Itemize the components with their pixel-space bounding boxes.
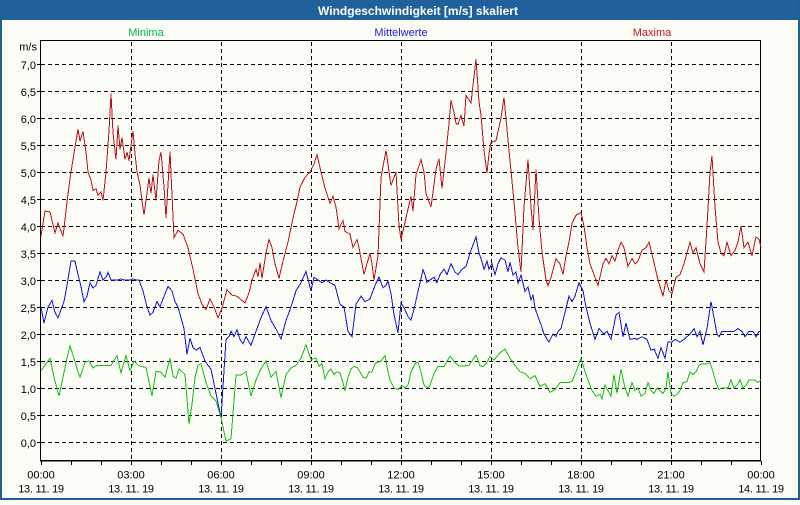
svg-text:03:00: 03:00 xyxy=(117,470,145,482)
svg-text:2,0: 2,0 xyxy=(21,330,36,342)
svg-text:Mittelwerte: Mittelwerte xyxy=(374,27,427,39)
svg-text:13. 11. 19: 13. 11. 19 xyxy=(108,484,154,496)
svg-text:09:00: 09:00 xyxy=(297,470,325,482)
svg-text:Minima: Minima xyxy=(128,27,164,39)
svg-text:13. 11. 19: 13. 11. 19 xyxy=(18,484,64,496)
svg-text:1,5: 1,5 xyxy=(21,357,36,369)
svg-text:12:00: 12:00 xyxy=(387,470,415,482)
svg-text:m/s: m/s xyxy=(19,42,37,54)
svg-text:6,5: 6,5 xyxy=(21,87,36,99)
svg-text:13. 11. 19: 13. 11. 19 xyxy=(648,484,694,496)
svg-text:14. 11. 19: 14. 11. 19 xyxy=(738,484,784,496)
svg-text:0,5: 0,5 xyxy=(21,411,36,423)
svg-text:3,0: 3,0 xyxy=(21,276,36,288)
svg-text:3,5: 3,5 xyxy=(21,249,36,261)
svg-text:4,0: 4,0 xyxy=(21,222,36,234)
svg-text:5,0: 5,0 xyxy=(21,168,36,180)
svg-text:13. 11. 19: 13. 11. 19 xyxy=(378,484,424,496)
svg-text:Maxima: Maxima xyxy=(633,27,672,39)
svg-text:4,5: 4,5 xyxy=(21,195,36,207)
svg-text:2,5: 2,5 xyxy=(21,303,36,315)
svg-text:Windgeschwindigkeit [m/s] skal: Windgeschwindigkeit [m/s] skaliert xyxy=(318,4,518,18)
svg-text:13. 11. 19: 13. 11. 19 xyxy=(468,484,514,496)
svg-text:18:00: 18:00 xyxy=(567,470,595,482)
svg-text:13. 11. 19: 13. 11. 19 xyxy=(198,484,244,496)
svg-text:06:00: 06:00 xyxy=(207,470,235,482)
svg-text:15:00: 15:00 xyxy=(477,470,505,482)
svg-text:00:00: 00:00 xyxy=(747,470,775,482)
svg-text:21:00: 21:00 xyxy=(657,470,685,482)
svg-text:6,0: 6,0 xyxy=(21,114,36,126)
svg-text:13. 11. 19: 13. 11. 19 xyxy=(288,484,334,496)
svg-text:7,0: 7,0 xyxy=(21,60,36,72)
svg-text:5,5: 5,5 xyxy=(21,141,36,153)
svg-text:00:00: 00:00 xyxy=(27,470,55,482)
svg-text:13. 11. 19: 13. 11. 19 xyxy=(558,484,604,496)
svg-text:1,0: 1,0 xyxy=(21,384,36,396)
svg-text:0,0: 0,0 xyxy=(21,438,36,450)
